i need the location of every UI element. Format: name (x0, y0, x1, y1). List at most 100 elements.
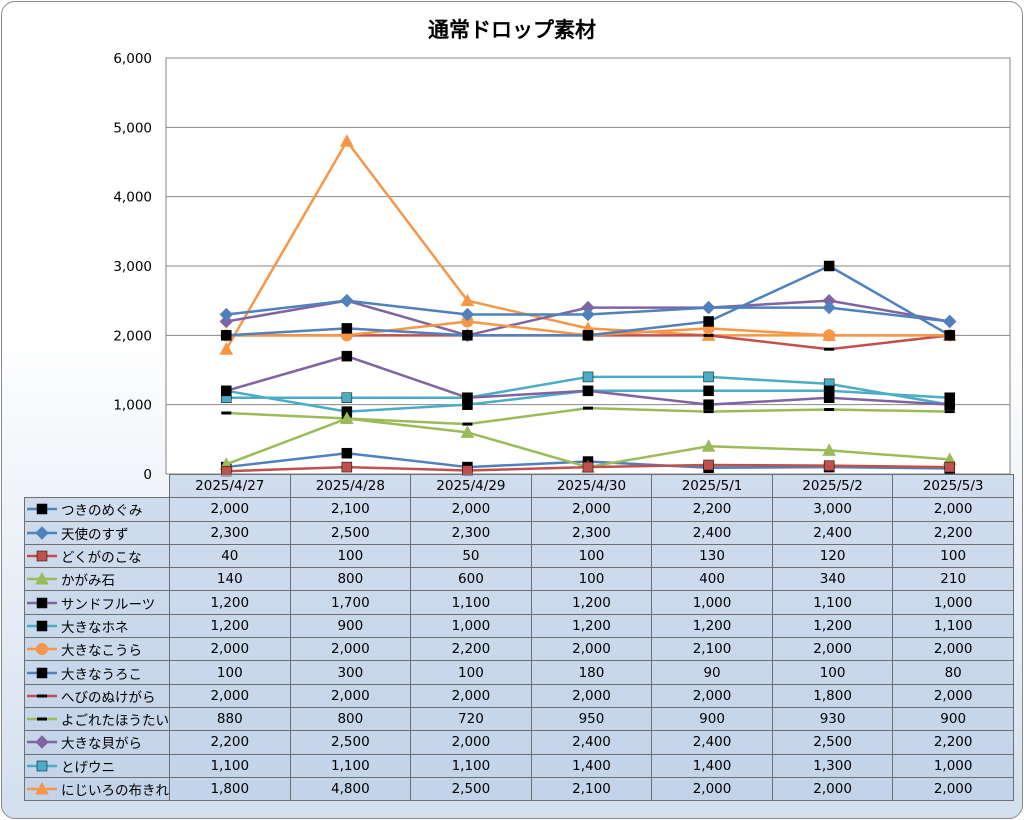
series-name: 大きなうろこ (61, 666, 142, 683)
series-name: とげウニ (61, 759, 115, 776)
data-point (462, 330, 473, 341)
data-value-cell: 1,200 (530, 590, 653, 615)
data-point (824, 347, 835, 351)
data-value-cell: 2,000 (410, 683, 532, 708)
data-value-cell: 2,000 (892, 637, 1014, 662)
data-value-cell: 2,000 (289, 683, 412, 708)
data-point (221, 385, 232, 397)
data-value-cell: 80 (892, 660, 1014, 685)
data-value-cell: 2,300 (169, 520, 291, 545)
legend-key (27, 620, 57, 632)
data-value-cell: 100 (410, 660, 532, 685)
legend-key (27, 572, 57, 585)
table-row: 大きな貝がら 2,200 2,500 2,000 2,400 2,400 2,500 2,20… (24, 730, 1014, 755)
data-point (823, 392, 835, 403)
data-value-cell: 1,100 (410, 753, 532, 778)
y-tick-label: 1,000 (113, 398, 152, 414)
data-point (341, 323, 353, 334)
data-value-cell: 1,300 (771, 753, 894, 778)
series-name: よごれたほうたい (61, 713, 169, 730)
table-row: 天使のすず 2,300 2,500 2,300 2,300 2,400 2,400 2,200 (24, 520, 1014, 545)
data-value-cell: 2,000 (651, 776, 773, 802)
series-name: 大きなこうら (61, 643, 142, 660)
data-value-cell: 1,000 (651, 590, 773, 615)
legend-entry: 大きな貝がら (24, 730, 170, 755)
x-category-label: 2025/4/29 (410, 473, 532, 499)
table-row: よごれたほうたい 880 800 720 950 900 930 900 (24, 706, 1014, 732)
data-value-cell: 130 (651, 543, 773, 569)
data-table: 2025/4/27 2025/4/28 2025/4/29 2025/4/30 2025… (24, 473, 1014, 802)
data-value-cell: 180 (530, 660, 653, 685)
data-value-cell: 1,400 (530, 753, 653, 778)
series-name: どくがのこな (61, 550, 142, 567)
legend-key (27, 694, 57, 698)
data-value-cell: 1,000 (410, 613, 532, 639)
table-corner (24, 474, 170, 499)
data-value-cell: 2,400 (771, 520, 894, 545)
data-value-cell: 2,500 (289, 730, 412, 755)
data-value-cell: 2,200 (651, 497, 773, 522)
data-value-cell: 2,000 (169, 497, 291, 522)
series-3 (221, 459, 955, 477)
table-row: サンドフルーツ 1,200 1,700 1,100 1,200 1,000 1,100 1,0… (24, 590, 1014, 615)
data-value-cell: 2,200 (410, 637, 532, 662)
data-value-cell: 1,000 (892, 753, 1014, 778)
data-point (36, 550, 48, 562)
table-row: かがみ石 140 800 600 100 400 340 210 (24, 567, 1014, 592)
data-value-cell: 2,300 (530, 520, 653, 545)
data-point (35, 782, 49, 795)
data-value-cell: 2,100 (651, 637, 773, 662)
data-point (944, 399, 955, 410)
series-name: かがみ石 (61, 573, 115, 590)
data-value-cell: 900 (892, 706, 1014, 732)
data-value-cell: 1,100 (289, 753, 412, 778)
data-point (822, 443, 836, 456)
data-value-cell: 1,000 (892, 590, 1014, 615)
data-point (943, 314, 957, 329)
data-value-cell: 1,100 (892, 613, 1014, 639)
data-point (582, 461, 594, 473)
legend-entry: 天使のすず (24, 520, 170, 545)
legend-entry: にじいろの布きれ (24, 776, 170, 802)
y-tick-label: 5,000 (113, 120, 152, 136)
data-point (340, 411, 354, 425)
table-row: どくがのこな 40 100 50 100 130 120 100 (24, 543, 1014, 569)
data-value-cell: 1,200 (169, 613, 291, 639)
data-point (703, 459, 714, 471)
legend-entry: どくがのこな (24, 543, 170, 569)
data-value-cell: 1,700 (289, 590, 412, 615)
data-point (36, 597, 48, 608)
data-value-cell: 950 (530, 706, 653, 732)
data-point (460, 307, 475, 322)
y-tick-label: 2,000 (113, 328, 152, 344)
data-point (219, 314, 233, 329)
table-row: とげウニ 1,100 1,100 1,100 1,400 1,400 1,300 1,000 (24, 753, 1014, 778)
data-value-cell: 340 (771, 567, 894, 592)
table-row: つきのめぐみ 2,000 2,100 2,000 2,000 2,200 3,000 2,00… (24, 497, 1014, 522)
data-point (460, 425, 475, 438)
legend-entry: つきのめぐみ (24, 497, 170, 522)
legend-entry: 大きなホネ (24, 613, 170, 639)
data-point (341, 447, 353, 459)
data-value-cell: 2,100 (530, 776, 653, 802)
data-value-cell: 2,000 (410, 730, 532, 755)
data-value-cell: 2,000 (530, 683, 653, 708)
data-point (701, 300, 716, 315)
series-name: 天使のすず (61, 526, 129, 543)
data-value-cell: 2,500 (771, 730, 894, 755)
data-value-cell: 2,000 (771, 776, 894, 802)
data-value-cell: 2,000 (892, 683, 1014, 708)
data-point (581, 307, 595, 322)
data-point (36, 667, 48, 678)
data-point (36, 643, 48, 656)
y-tick-label: 4,000 (113, 190, 152, 206)
table-row: にじいろの布きれ 1,800 4,800 2,500 2,100 2,000 2,000 2,… (24, 776, 1014, 802)
data-point (703, 399, 714, 410)
data-point (583, 406, 593, 410)
series-name: サンドフルーツ (61, 596, 156, 613)
data-point (822, 300, 836, 315)
data-point (462, 422, 473, 426)
table-row: 大きなホネ 1,200 900 1,000 1,200 1,200 1,200 1,100 (24, 613, 1014, 639)
data-value-cell: 2,200 (169, 730, 291, 755)
